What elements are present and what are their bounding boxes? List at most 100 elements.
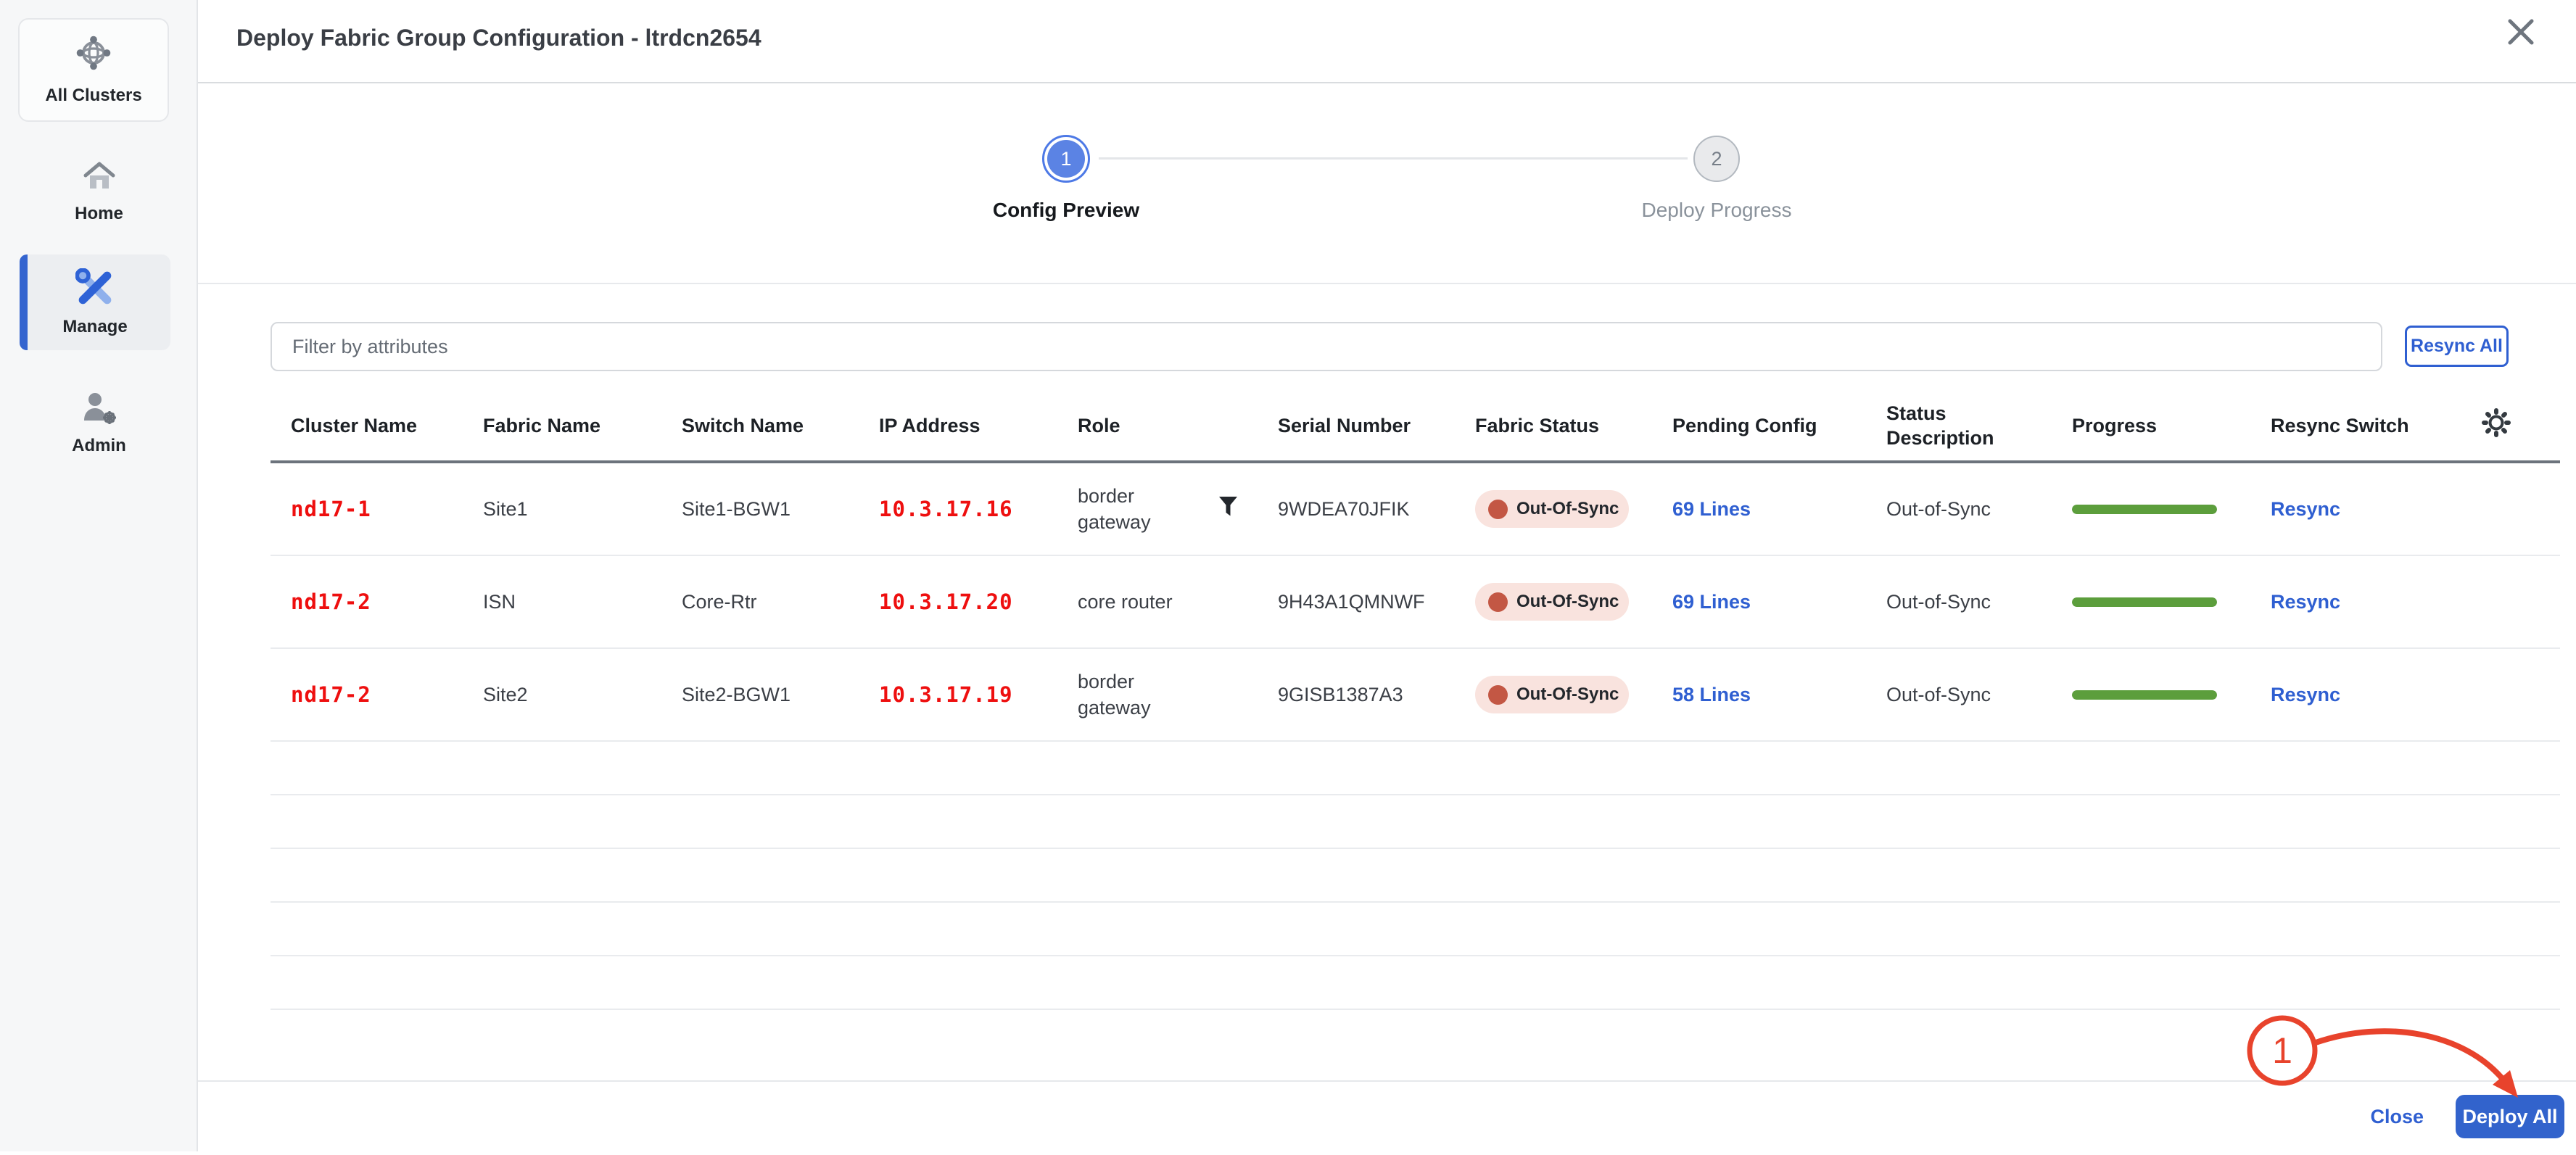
step-2-number: 2 <box>1711 147 1722 170</box>
status-badge-label: Out-Of-Sync <box>1516 499 1619 518</box>
cell-status-description: Out-of-Sync <box>1886 497 1991 520</box>
status-badge: Out-Of-Sync <box>1475 676 1629 713</box>
col-header-resync-switch: Resync Switch <box>2271 414 2409 436</box>
col-header-pending-config: Pending Config <box>1672 414 1817 436</box>
table-row: nd17-1 Site1 Site1-BGW1 10.3.17.16 borde… <box>271 463 2560 556</box>
table-row-empty <box>271 795 2560 849</box>
progress-bar <box>2072 690 2217 700</box>
col-header-fabric-name: Fabric Name <box>483 414 601 436</box>
sidebar: All Clusters Home Manage <box>0 0 198 1151</box>
status-badge: Out-Of-Sync <box>1475 583 1629 621</box>
stepper-step-1[interactable]: 1 <box>1042 135 1090 183</box>
resync-link[interactable]: Resync <box>2271 683 2341 705</box>
cell-role: border gateway <box>1078 483 1278 536</box>
tools-icon <box>75 267 115 311</box>
cell-fabric-status: Out-Of-Sync <box>1475 490 1672 528</box>
column-settings-cell <box>2479 405 2560 447</box>
pending-config-link[interactable]: 69 Lines <box>1672 590 1751 613</box>
role-text: border gateway <box>1078 670 1151 719</box>
cell-fabric-status: Out-Of-Sync <box>1475 676 1672 713</box>
col-header-switch-name: Switch Name <box>682 414 804 436</box>
status-badge: Out-Of-Sync <box>1475 490 1629 528</box>
cell-progress <box>2072 597 2271 607</box>
cell-cluster-name: nd17-1 <box>291 497 371 521</box>
status-dot-icon <box>1488 499 1508 519</box>
page-title: Deploy Fabric Group Configuration - ltrd… <box>236 25 761 51</box>
sidebar-item-admin[interactable]: Admin <box>0 390 198 456</box>
col-header-fabric-status: Fabric Status <box>1475 414 1600 436</box>
cell-fabric-name: Site2 <box>483 683 528 705</box>
col-header-cluster-name: Cluster Name <box>291 414 418 436</box>
col-header-status-description: Status Description <box>1886 402 1994 449</box>
cell-switch-name: Site1-BGW1 <box>682 497 791 520</box>
table-header-row: Cluster Name Fabric Name Switch Name IP … <box>271 392 2560 463</box>
cell-ip-address: 10.3.17.20 <box>879 589 1013 614</box>
cell-cluster-name: nd17-2 <box>291 589 371 614</box>
close-button[interactable]: Close <box>2370 1105 2424 1127</box>
cell-role: border gateway <box>1078 668 1278 721</box>
cell-status-description: Out-of-Sync <box>1886 683 1991 705</box>
all-clusters-button[interactable]: All Clusters <box>18 18 169 122</box>
deploy-all-button[interactable]: Deploy All <box>2456 1095 2564 1138</box>
header-divider <box>198 82 2576 83</box>
filter-input[interactable] <box>271 322 2382 371</box>
step-2-label: Deploy Progress <box>1641 199 1792 221</box>
switch-table: Cluster Name Fabric Name Switch Name IP … <box>271 392 2560 1010</box>
table-row: nd17-2 ISN Core-Rtr 10.3.17.20 core rout… <box>271 556 2560 649</box>
status-badge-label: Out-Of-Sync <box>1516 592 1619 611</box>
role-text: border gateway <box>1078 484 1151 533</box>
col-header-serial-number: Serial Number <box>1278 414 1411 436</box>
table-row: nd17-2 Site2 Site2-BGW1 10.3.17.19 borde… <box>271 649 2560 742</box>
progress-bar <box>2072 504 2217 514</box>
close-icon[interactable] <box>2502 13 2540 51</box>
step-1-number: 1 <box>1047 140 1085 178</box>
cell-role: core router <box>1078 589 1278 615</box>
cell-ip-address: 10.3.17.16 <box>879 497 1013 521</box>
sidebar-item-label: Manage <box>62 316 128 336</box>
status-badge-label: Out-Of-Sync <box>1516 684 1619 704</box>
home-icon <box>81 160 117 196</box>
stepper-step-2[interactable]: 2 <box>1693 136 1740 182</box>
table-row-empty <box>271 742 2560 795</box>
cell-progress <box>2072 504 2271 514</box>
globe-cluster-icon <box>75 34 112 75</box>
resync-all-button[interactable]: Resync All <box>2405 326 2509 367</box>
progress-bar <box>2072 597 2217 607</box>
stepper-connector <box>1099 157 1688 160</box>
cell-ip-address: 10.3.17.19 <box>879 682 1013 707</box>
cell-cluster-name: nd17-2 <box>291 682 371 707</box>
funnel-icon[interactable] <box>1218 496 1238 523</box>
col-header-progress: Progress <box>2072 414 2158 436</box>
sidebar-item-home[interactable]: Home <box>0 160 198 224</box>
cell-serial-number: 9GISB1387A3 <box>1278 683 1403 705</box>
cell-fabric-name: ISN <box>483 590 516 613</box>
pending-config-link[interactable]: 58 Lines <box>1672 683 1751 705</box>
cell-fabric-status: Out-Of-Sync <box>1475 583 1672 621</box>
cell-serial-number: 9H43A1QMNWF <box>1278 590 1425 613</box>
modal-footer: Close Deploy All <box>198 1080 2576 1151</box>
status-dot-icon <box>1488 592 1508 612</box>
cell-progress <box>2072 690 2271 700</box>
col-header-ip-address: IP Address <box>879 414 981 436</box>
sidebar-item-label: Home <box>75 204 123 223</box>
resync-link[interactable]: Resync <box>2271 497 2341 520</box>
cell-switch-name: Site2-BGW1 <box>682 683 791 705</box>
resync-link[interactable]: Resync <box>2271 590 2341 613</box>
table-row-empty <box>271 849 2560 903</box>
cell-status-description: Out-of-Sync <box>1886 590 1991 613</box>
pending-config-link[interactable]: 69 Lines <box>1672 497 1751 520</box>
stepper-divider <box>198 283 2576 284</box>
status-dot-icon <box>1488 684 1508 705</box>
cell-serial-number: 9WDEA70JFIK <box>1278 497 1410 520</box>
sidebar-item-label: Admin <box>72 436 126 455</box>
step-1-label: Config Preview <box>992 199 1140 221</box>
sidebar-item-manage[interactable]: Manage <box>20 254 170 350</box>
deploy-config-modal: Deploy Fabric Group Configuration - ltrd… <box>198 0 2576 1151</box>
gear-icon[interactable] <box>2479 405 2514 447</box>
cell-switch-name: Core-Rtr <box>682 590 757 613</box>
table-row-empty <box>271 903 2560 956</box>
user-gear-icon <box>80 390 118 429</box>
role-text: core router <box>1078 590 1173 613</box>
table-row-empty <box>271 956 2560 1010</box>
cell-fabric-name: Site1 <box>483 497 528 520</box>
